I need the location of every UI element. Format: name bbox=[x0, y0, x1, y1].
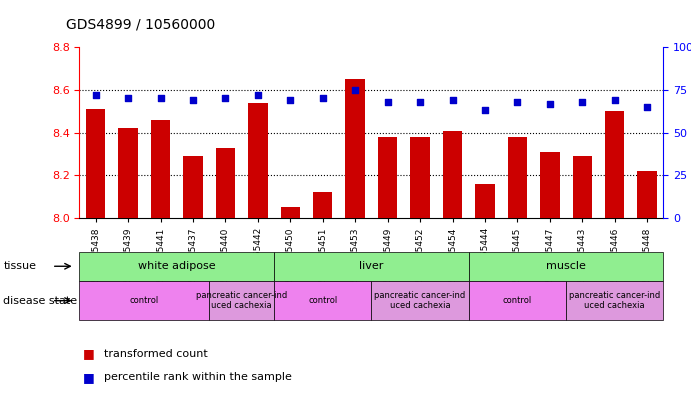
Bar bbox=[151, 120, 170, 218]
Text: GDS4899 / 10560000: GDS4899 / 10560000 bbox=[66, 17, 215, 31]
Bar bbox=[313, 193, 332, 218]
Bar bbox=[248, 103, 267, 218]
Bar bbox=[281, 208, 300, 218]
Text: liver: liver bbox=[359, 261, 384, 271]
Text: ■: ■ bbox=[83, 347, 95, 360]
Point bbox=[122, 95, 133, 101]
Bar bbox=[86, 109, 106, 218]
Bar bbox=[573, 156, 592, 218]
Text: control: control bbox=[308, 296, 337, 305]
Text: control: control bbox=[503, 296, 532, 305]
Text: pancreatic cancer-ind
uced cachexia: pancreatic cancer-ind uced cachexia bbox=[569, 291, 661, 310]
Bar bbox=[118, 129, 138, 218]
Point bbox=[609, 97, 621, 103]
Bar bbox=[346, 79, 365, 218]
Text: percentile rank within the sample: percentile rank within the sample bbox=[104, 372, 292, 382]
Text: pancreatic cancer-ind
uced cachexia: pancreatic cancer-ind uced cachexia bbox=[196, 291, 287, 310]
Bar bbox=[378, 137, 397, 218]
Point bbox=[187, 97, 198, 103]
Point bbox=[642, 104, 653, 110]
Bar bbox=[443, 130, 462, 218]
Bar bbox=[637, 171, 657, 218]
Text: white adipose: white adipose bbox=[138, 261, 216, 271]
Text: tissue: tissue bbox=[3, 261, 37, 271]
Point bbox=[545, 101, 556, 107]
Point bbox=[512, 99, 523, 105]
Point bbox=[285, 97, 296, 103]
Text: disease state: disease state bbox=[3, 296, 77, 306]
Point bbox=[350, 87, 361, 93]
Bar bbox=[183, 156, 202, 218]
Text: control: control bbox=[130, 296, 159, 305]
Point bbox=[415, 99, 426, 105]
Point bbox=[577, 99, 588, 105]
Text: pancreatic cancer-ind
uced cachexia: pancreatic cancer-ind uced cachexia bbox=[375, 291, 466, 310]
Text: ■: ■ bbox=[83, 371, 95, 384]
Point bbox=[155, 95, 166, 101]
Point bbox=[382, 99, 393, 105]
Bar bbox=[540, 152, 560, 218]
Bar bbox=[605, 111, 625, 218]
Bar bbox=[410, 137, 430, 218]
Point bbox=[317, 95, 328, 101]
Point bbox=[447, 97, 458, 103]
Point bbox=[220, 95, 231, 101]
Point bbox=[480, 107, 491, 114]
Point bbox=[252, 92, 263, 98]
Point bbox=[90, 92, 101, 98]
Text: transformed count: transformed count bbox=[104, 349, 207, 359]
Bar bbox=[508, 137, 527, 218]
Text: muscle: muscle bbox=[546, 261, 586, 271]
Bar bbox=[216, 148, 235, 218]
Bar bbox=[475, 184, 495, 218]
